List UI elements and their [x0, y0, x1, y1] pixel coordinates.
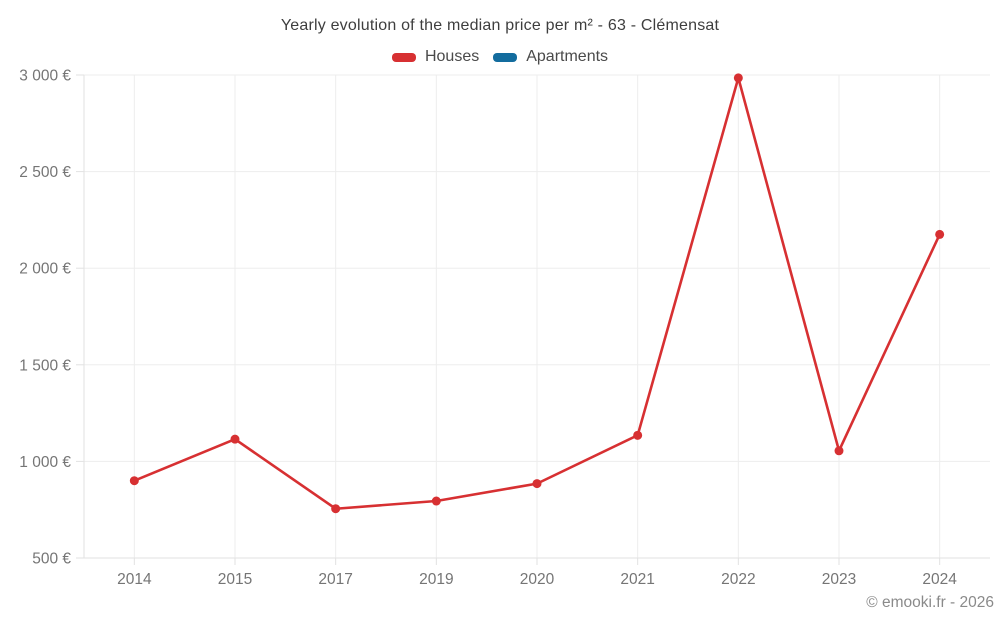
y-tick-label: 500 €: [32, 551, 71, 568]
chart-title: Yearly evolution of the median price per…: [280, 17, 720, 34]
y-tick-label: 1 000 €: [19, 454, 71, 471]
houses-point-2023: [834, 446, 844, 456]
chart-legend: Houses Apartments: [0, 46, 1000, 68]
x-tick-label: 2020: [520, 571, 555, 588]
legend-label-apartments: Apartments: [526, 48, 609, 65]
y-tick-label: 2 000 €: [19, 261, 71, 278]
houses-point-2015: [230, 434, 240, 444]
legend-item-houses[interactable]: Houses: [391, 48, 480, 66]
x-tick-label: 2023: [822, 571, 856, 588]
houses-point-2020: [532, 479, 542, 489]
x-tick-label: 2019: [419, 571, 453, 588]
houses-point-2024: [935, 229, 945, 239]
houses-point-2021: [633, 430, 643, 440]
houses-point-2019: [431, 496, 441, 506]
apartments-legend-swatch-icon: [493, 52, 518, 62]
houses-legend-swatch-icon: [391, 52, 416, 62]
copyright-watermark: © emooki.fr - 2026: [866, 594, 994, 611]
x-tick-label: 2022: [721, 571, 755, 588]
y-tick-label: 1 500 €: [19, 357, 71, 374]
y-tick-label: 2 500 €: [19, 164, 71, 181]
x-tick-label: 2021: [620, 571, 654, 588]
x-tick-label: 2024: [922, 571, 957, 588]
x-tick-label: 2015: [218, 571, 252, 588]
y-tick-label: 3 000 €: [19, 68, 71, 85]
houses-point-2014: [129, 476, 139, 486]
legend-item-apartments[interactable]: Apartments: [493, 48, 608, 66]
x-tick-label: 2014: [117, 571, 152, 588]
x-tick-label: 2017: [318, 571, 352, 588]
houses-point-2022: [733, 73, 743, 83]
legend-label-houses: Houses: [424, 48, 480, 65]
houses-point-2017: [331, 504, 341, 514]
